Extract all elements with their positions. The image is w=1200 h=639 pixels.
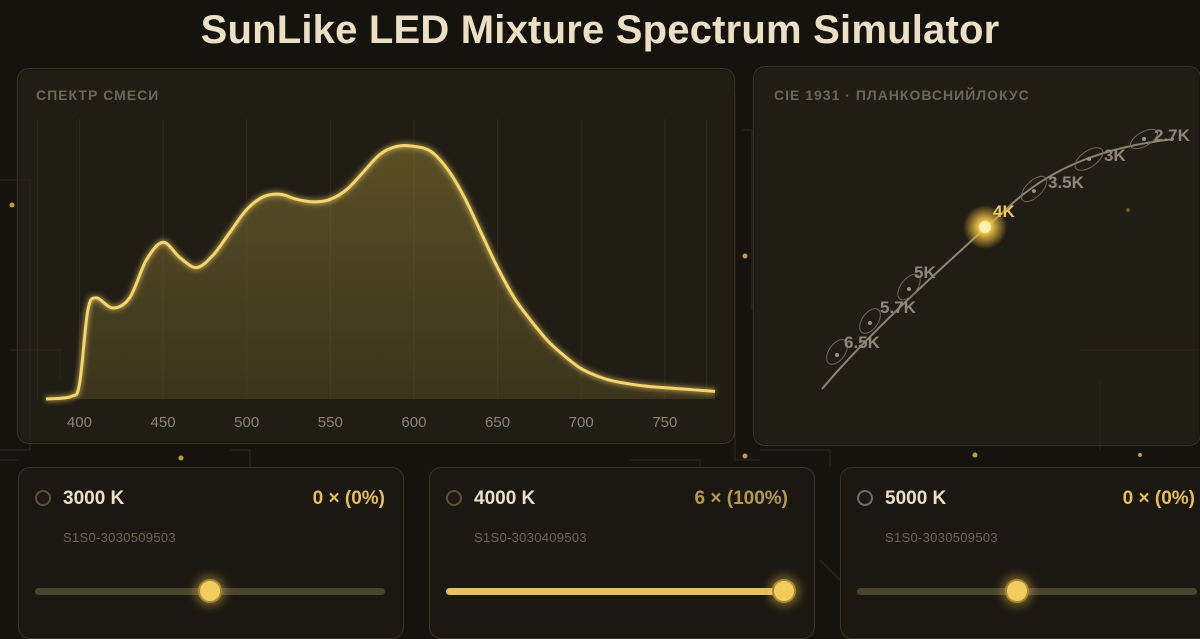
channel-part-number: S1S0-3030409503: [474, 530, 587, 545]
slider-fill: [446, 588, 784, 595]
ellipse-3500k: [1020, 175, 1048, 203]
point-3500k: [1032, 189, 1036, 193]
ellipse-3000k: [1074, 147, 1104, 171]
point-6500k: [835, 353, 839, 357]
x-tick-label: 550: [318, 414, 343, 431]
channel-indicator-icon[interactable]: [35, 490, 51, 506]
spectrum-panel: СПЕКТР СМЕСИ 400 450 500 550 600 650 700 750: [17, 68, 735, 444]
x-tick-label: 650: [485, 414, 510, 431]
channel-amount: 0 × (0%): [312, 488, 385, 509]
cie-panel: CIE 1931 · ПЛАНКОВСНИЙЛОКУС: [753, 66, 1200, 446]
spectrum-panel-title: СПЕКТР СМЕСИ: [36, 87, 160, 103]
cie-label-5000k: 5K: [914, 263, 936, 282]
channel-part-number: S1S0-3030509503: [63, 530, 176, 545]
app-title: SunLike LED Mixture Spectrum Simulator: [200, 8, 1000, 52]
point-5000k: [907, 287, 911, 291]
x-tick-label: 450: [151, 414, 176, 431]
x-tick-label: 500: [234, 414, 259, 431]
channel-slider[interactable]: [446, 579, 796, 603]
slider-thumb[interactable]: [772, 579, 796, 603]
ellipse-6500k: [826, 339, 848, 365]
planckian-locus-plot: 2.7K 3K 3.5K 4K 5K 5.7K 6.5K: [821, 126, 1191, 390]
channel-part-number: S1S0-3030509503: [885, 530, 998, 545]
channel-amount: 0 × (0%): [1122, 488, 1195, 509]
background-circuit: [0, 95, 1200, 581]
selected-point[interactable]: [979, 221, 991, 233]
channel-indicator-icon[interactable]: [446, 490, 462, 506]
ellipse-5000k: [897, 273, 921, 301]
channel-name: 4000 K: [474, 488, 536, 509]
spectrum-chart: 400 450 500 550 600 650 700 750: [37, 119, 716, 431]
point-5700k: [868, 321, 872, 325]
cie-label-3500k: 3.5K: [1048, 173, 1085, 192]
channel-slider[interactable]: [857, 579, 1197, 603]
slider-thumb[interactable]: [198, 579, 222, 603]
x-tick-label: 700: [569, 414, 594, 431]
locus-curve: [821, 138, 1175, 390]
channel-name: 3000 K: [63, 488, 125, 509]
x-tick-label: 750: [652, 414, 677, 431]
spectrum-area: [46, 145, 715, 399]
channel-indicator-icon[interactable]: [857, 490, 873, 506]
cie-panel-title: CIE 1931 · ПЛАНКОВСНИЙЛОКУС: [774, 87, 1030, 103]
cie-label-2700k: 2.7K: [1154, 126, 1191, 145]
ellipse-2700k: [1130, 128, 1158, 150]
point-3000k: [1087, 157, 1091, 161]
channel-amount: 6 × (100%): [694, 488, 788, 509]
channel-slider[interactable]: [35, 579, 385, 603]
cie-label-6500k: 6.5K: [844, 333, 881, 352]
slider-thumb[interactable]: [1005, 579, 1029, 603]
channel-name: 5000 K: [885, 488, 947, 509]
cie-label-4000k: 4K: [993, 202, 1015, 221]
ellipse-5700k: [859, 308, 881, 334]
channel-card-3000k: 3000 K 0 × (0%) S1S0-3030509503: [18, 467, 404, 639]
point-2700k: [1142, 137, 1146, 141]
channel-card-4000k: 4000 K 6 × (100%) S1S0-3030409503: [429, 467, 815, 639]
channel-card-5000k: 5000 K 0 × (0%) S1S0-3030509503: [840, 467, 1200, 639]
spectrum-line: [45, 143, 716, 401]
cie-label-5700k: 5.7K: [880, 298, 917, 317]
x-tick-label: 600: [401, 414, 426, 431]
x-tick-label: 400: [67, 414, 92, 431]
cie-label-3000k: 3K: [1104, 146, 1126, 165]
